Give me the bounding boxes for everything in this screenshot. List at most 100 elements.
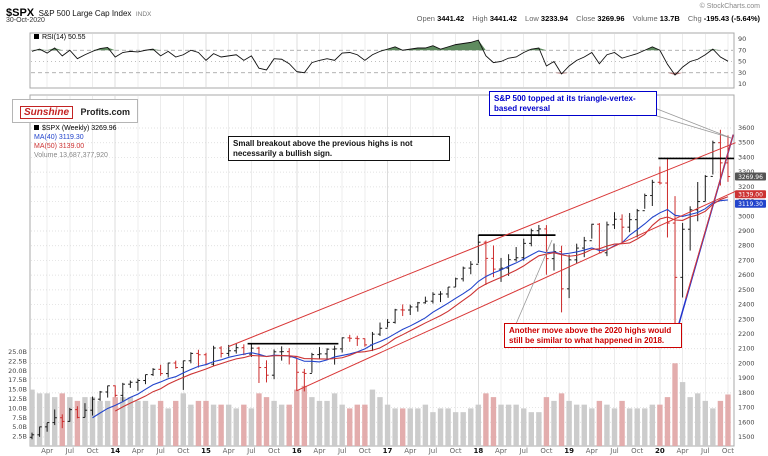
volume-axis-label: 17.5B	[8, 376, 27, 384]
price-axis-label: 2300	[738, 315, 755, 323]
ma50-line	[114, 196, 729, 412]
x-axis-label: Apr	[41, 447, 53, 455]
low-value: 3233.94	[540, 14, 569, 23]
rsi-axis-label: 50	[738, 58, 746, 66]
price-axis-label: 3400	[738, 153, 755, 161]
x-axis-label: Jul	[518, 447, 528, 455]
x-axis-label: Jul	[428, 447, 438, 455]
legend-ma50: MA(50) 3139.00	[34, 143, 85, 150]
exchange-label: INDX	[135, 11, 152, 18]
volume-label: Volume	[632, 14, 658, 23]
price-axis-label: 2100	[738, 345, 755, 353]
rsi-overbought-fill	[32, 40, 728, 51]
rsi-legend: RSI(14) 50.55	[34, 34, 86, 41]
legend-symbol-text: $SPX (Weekly) 3269.96	[42, 125, 117, 132]
x-axis-label: Oct	[631, 447, 643, 455]
x-axis-label: Oct	[450, 447, 462, 455]
x-axis-label: Oct	[540, 447, 552, 455]
x-axis-label: Jul	[609, 447, 619, 455]
price-tag	[735, 190, 766, 199]
rsi-axis-label: 70	[738, 46, 746, 54]
x-axis-label: 17	[383, 447, 393, 455]
trendline	[296, 190, 736, 392]
price-axis-label: 2600	[738, 271, 755, 279]
grid-lines	[31, 34, 733, 445]
chart-header: $SPX S&P 500 Large Cap Index INDX	[6, 3, 151, 21]
volume-axis-label: 25.0B	[8, 348, 27, 356]
volume-axis-label: 5.0B	[12, 423, 27, 431]
volume-axis-label: 22.5B	[8, 357, 27, 365]
price-axis-label: 2000	[738, 359, 755, 367]
copyright: © StockCharts.com	[699, 3, 760, 10]
rsi-axis-label: 30	[738, 69, 746, 77]
volume-axis-label: 10.0B	[8, 404, 27, 412]
x-axis-label: Oct	[86, 447, 98, 455]
rsi-axis-label: 10	[738, 80, 746, 88]
legend-ma40: MA(40) 3119.30	[34, 134, 84, 141]
legend-volume: Volume 13,687,377,920	[34, 152, 108, 159]
legend-symbol-line: $SPX (Weekly) 3269.96	[34, 124, 117, 133]
chg-value: -195.43 (-5.64%)	[703, 14, 760, 23]
price-bars	[29, 129, 731, 440]
x-axis-label: Jul	[155, 447, 165, 455]
x-axis-label: 16	[292, 447, 302, 455]
rsi-panel	[29, 32, 735, 89]
x-axis-label: Jul	[246, 447, 256, 455]
price-axis-label: 2900	[738, 227, 755, 235]
x-axis-label: 15	[201, 447, 211, 455]
volume-axis-label: 7.5B	[12, 414, 27, 422]
volume-axis-label: 15.0B	[8, 386, 27, 394]
x-axis-label: Apr	[404, 447, 416, 455]
x-axis-label: Jul	[700, 447, 710, 455]
volume-axis-label: 12.5B	[8, 395, 27, 403]
high-label: High	[472, 14, 488, 23]
x-axis-label: Apr	[677, 447, 689, 455]
close-label: Close	[576, 14, 596, 23]
annotation-2018-note: Another move above the 2020 highs would …	[504, 323, 682, 349]
price-axis-label: 3200	[738, 183, 755, 191]
legend-candlestick-icon	[34, 125, 39, 130]
annotation-breakout-note: Small breakout above the previous highs …	[228, 136, 450, 162]
sunshine-profits-logo: Sunshine Profits.com	[12, 99, 138, 123]
x-axis-label: 20	[655, 447, 665, 455]
price-axis-label: 3500	[738, 139, 755, 147]
x-axis-label: Apr	[495, 447, 507, 455]
volume-value: 13.7B	[659, 14, 680, 23]
price-axis-label: 3000	[738, 212, 755, 220]
index-name: S&P 500 Large Cap Index	[38, 9, 132, 18]
annotation-vertex-note: S&P 500 topped at its triangle-vertex-ba…	[489, 91, 657, 117]
trendline	[685, 134, 734, 299]
x-axis-label: Oct	[359, 447, 371, 455]
x-axis-label: Apr	[313, 447, 325, 455]
x-axis-label: Apr	[223, 447, 235, 455]
annotation-pointer-line	[515, 239, 553, 325]
quote-line: Open 3441.42 High 3441.42 Low 3233.94 Cl…	[411, 14, 760, 23]
high-value: 3441.42	[489, 14, 517, 23]
rsi-line	[31, 39, 729, 76]
annotation-pointer-line	[646, 112, 732, 139]
price-axis-label: 2400	[738, 301, 755, 309]
price-tag-label: 3269.96	[738, 174, 763, 181]
low-label: Low	[525, 14, 539, 23]
x-axis-label: 14	[110, 447, 120, 455]
x-axis-label: Apr	[586, 447, 598, 455]
price-axis-label: 1800	[738, 389, 755, 397]
volume-bars	[29, 363, 731, 446]
x-axis-label: Apr	[132, 447, 144, 455]
trendline	[228, 142, 736, 347]
price-tag	[735, 199, 766, 208]
volume-axis-label: 20.0B	[8, 367, 27, 375]
price-tag	[735, 172, 766, 181]
logo-sunshine: Sunshine	[20, 106, 74, 119]
x-axis-label: Jul	[337, 447, 347, 455]
x-axis-label: Oct	[722, 447, 734, 455]
price-axis-label: 2700	[738, 256, 755, 264]
logo-profits: Profits.com	[80, 107, 130, 117]
price-axis-label: 2200	[738, 330, 755, 338]
price-axis-label: 1900	[738, 374, 755, 382]
price-legend: $SPX (Weekly) 3269.96 MA(40) 3119.30 MA(…	[34, 124, 117, 160]
rsi-legend-icon	[34, 34, 39, 39]
x-axis-label: 19	[564, 447, 574, 455]
